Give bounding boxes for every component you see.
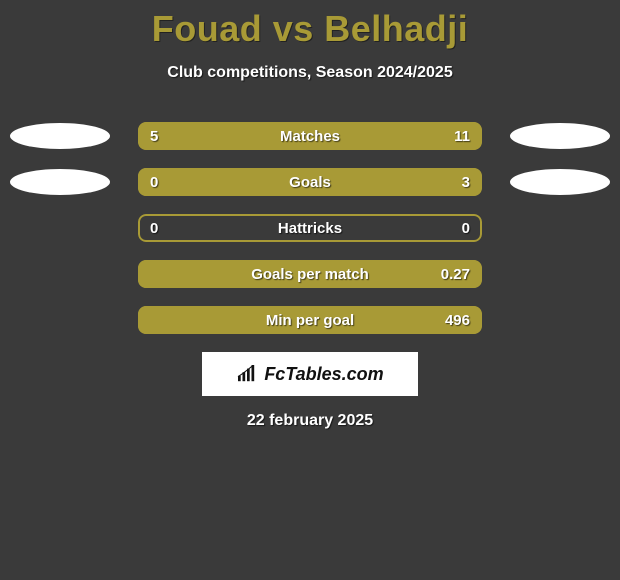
- stat-bar: Matches5 11: [138, 122, 482, 150]
- brand-badge: FcTables.com: [202, 352, 418, 396]
- stat-label: Matches: [138, 122, 482, 150]
- date-label: 22 february 2025: [0, 412, 620, 430]
- stat-row: Min per goal496: [0, 306, 620, 334]
- stat-value-right: 496: [445, 306, 470, 334]
- stat-value-right: 0: [462, 214, 470, 242]
- stat-value-right: 0.27: [441, 260, 470, 288]
- stat-bar: Min per goal496: [138, 306, 482, 334]
- stat-label: Goals per match: [138, 260, 482, 288]
- stat-value-left: 0: [150, 168, 158, 196]
- stat-row: Goals0 3: [0, 168, 620, 196]
- stat-bar: Hattricks0 0: [138, 214, 482, 242]
- stat-value-right: 11: [454, 122, 470, 150]
- team-badge-left: [10, 169, 110, 195]
- stat-label: Goals: [138, 168, 482, 196]
- stat-label: Min per goal: [138, 306, 482, 334]
- stat-value-right: 3: [462, 168, 470, 196]
- bar-chart-icon: [236, 365, 258, 383]
- stat-rows: Matches511Goals03Hattricks00Goals per ma…: [0, 122, 620, 334]
- stat-bar: Goals0 3: [138, 168, 482, 196]
- stat-bar: Goals per match0.27: [138, 260, 482, 288]
- stat-row: Hattricks0 0: [0, 214, 620, 242]
- comparison-infographic: Fouad vs Belhadji Club competitions, Sea…: [0, 0, 620, 580]
- stat-row: Matches5 11: [0, 122, 620, 150]
- stat-value-left: 0: [150, 214, 158, 242]
- stat-row: Goals per match0.27: [0, 260, 620, 288]
- team-badge-left: [10, 123, 110, 149]
- subtitle: Club competitions, Season 2024/2025: [0, 64, 620, 82]
- team-badge-right: [510, 123, 610, 149]
- page-title: Fouad vs Belhadji: [0, 0, 620, 50]
- brand-text: FcTables.com: [264, 364, 383, 385]
- stat-label: Hattricks: [138, 214, 482, 242]
- stat-value-left: 5: [150, 122, 158, 150]
- team-badge-right: [510, 169, 610, 195]
